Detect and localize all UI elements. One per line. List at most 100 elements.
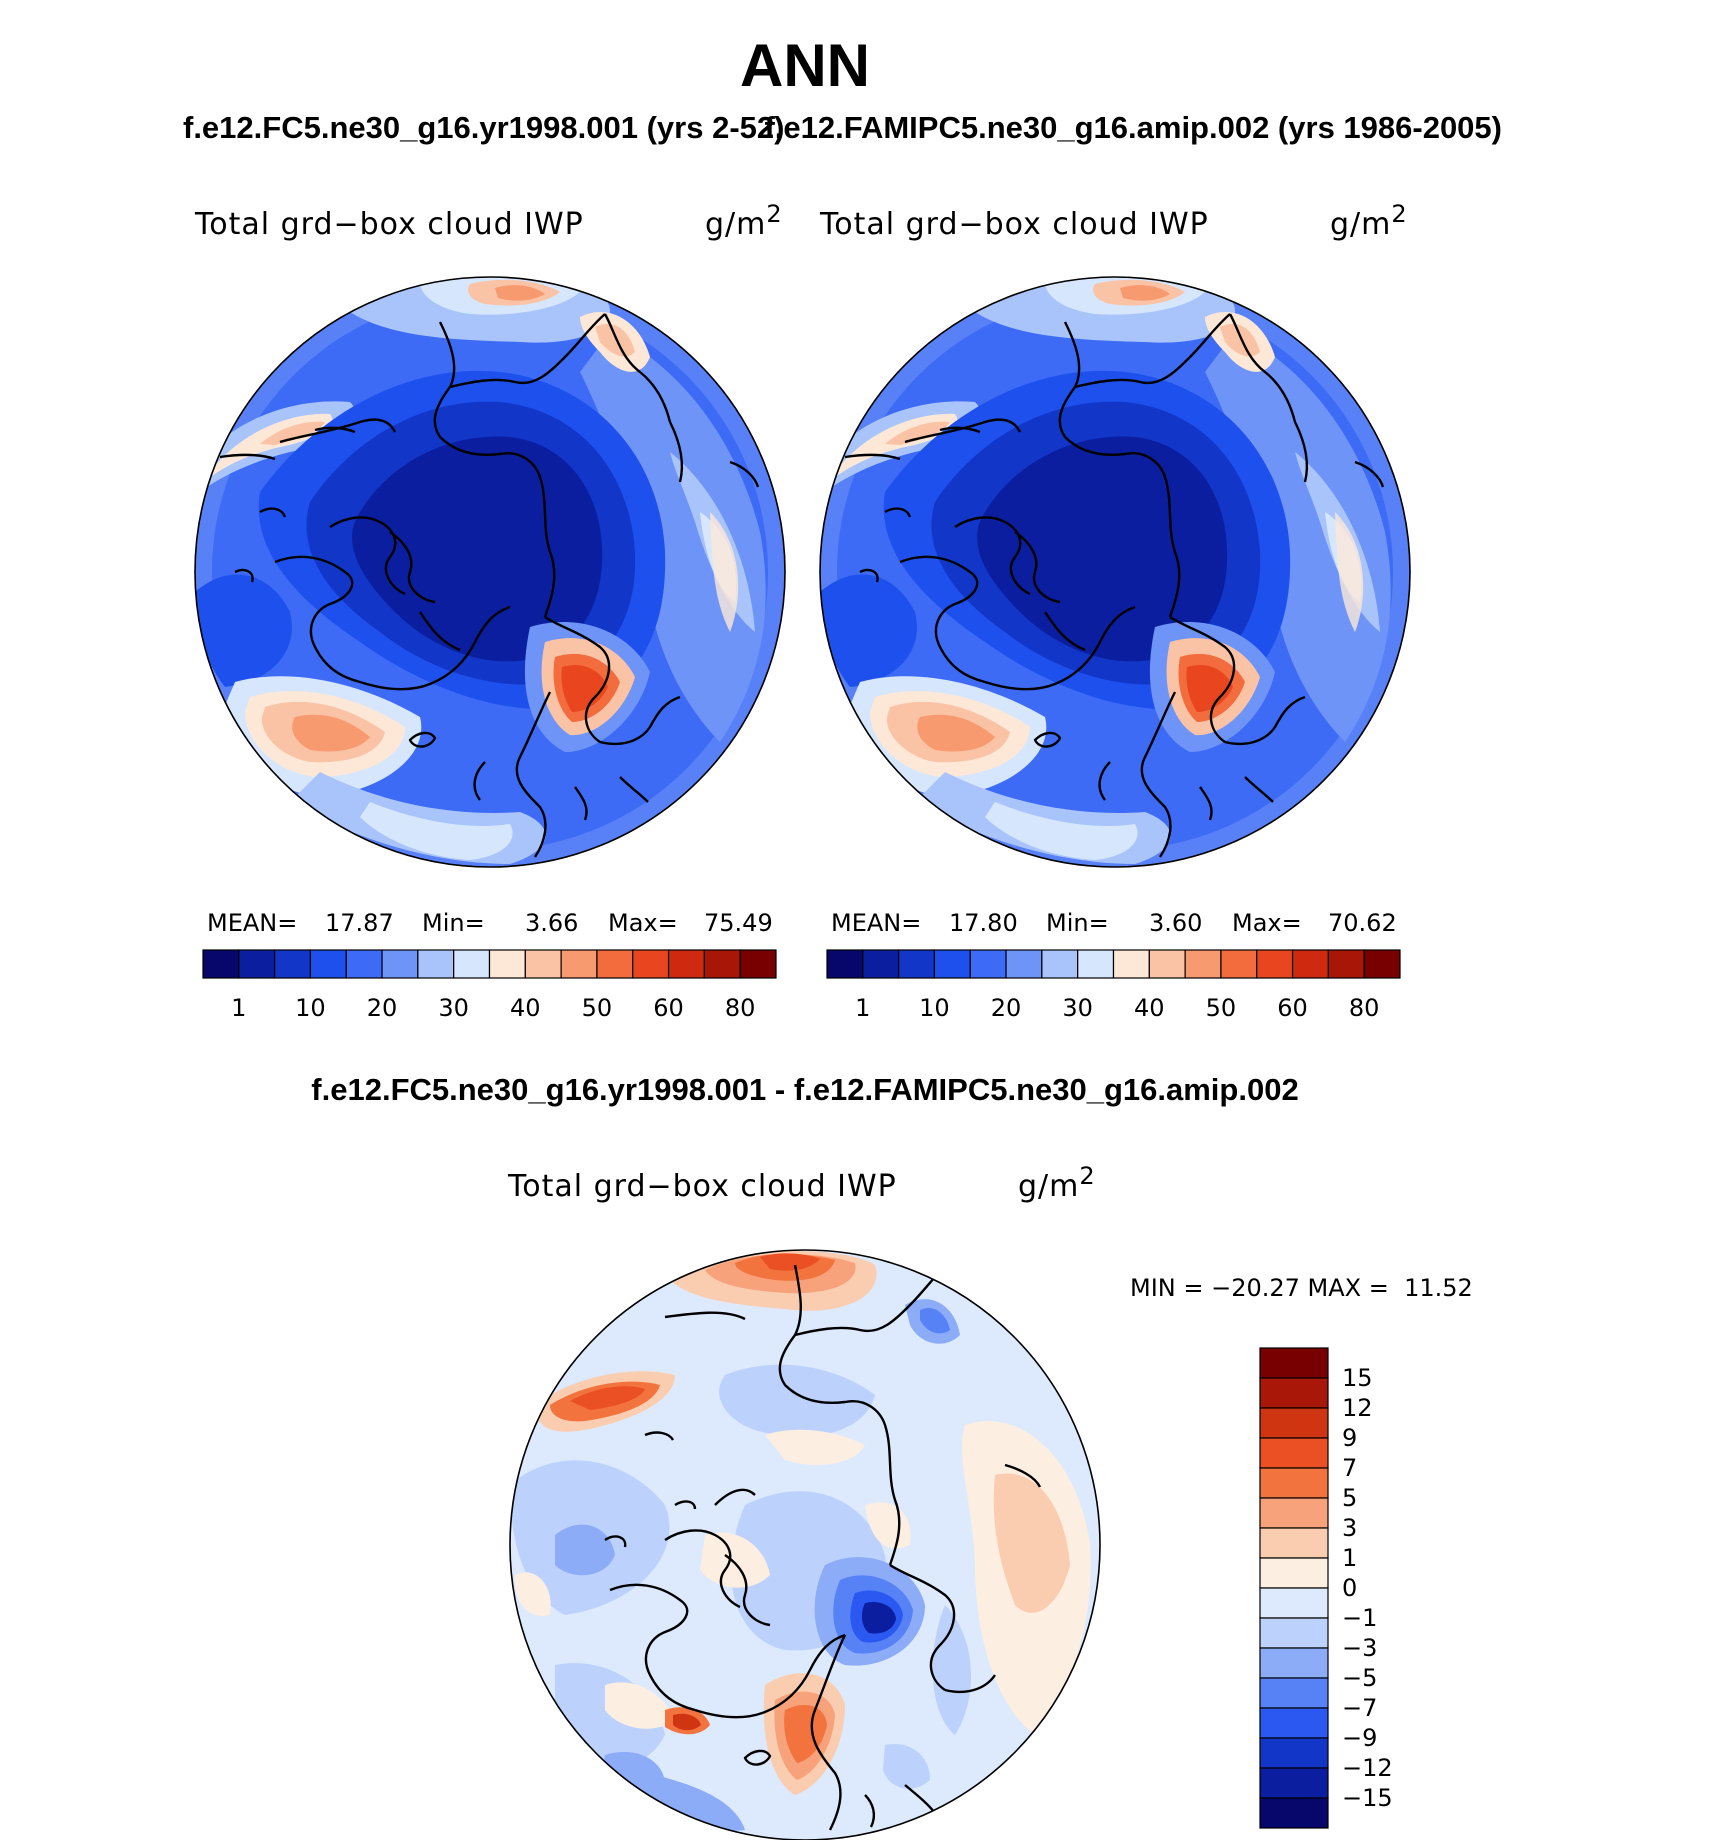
diff-colorbar-swatch-12 bbox=[1259, 1707, 1329, 1739]
main-title: ANN bbox=[740, 32, 870, 99]
panel-a-colorbar-swatch-1 bbox=[238, 949, 276, 979]
panel-a-polar-map bbox=[194, 276, 786, 868]
panel-b-colorbar-swatch-0 bbox=[826, 949, 864, 979]
diff-colorbar-tick-label: 12 bbox=[1342, 1394, 1373, 1422]
panel-a-colorbar-swatch-12 bbox=[632, 949, 670, 979]
difference-title: f.e12.FC5.ne30_g16.yr1998.001 - f.e12.FA… bbox=[311, 1072, 1298, 1107]
panel-a-colorbar-swatch-15 bbox=[739, 949, 777, 979]
panel-a-min-value: 3.66 bbox=[525, 909, 578, 937]
diff-colorbar-tick-label: −9 bbox=[1342, 1724, 1377, 1752]
panel-a-colorbar-swatch-10 bbox=[560, 949, 598, 979]
diff-colorbar-swatch-1 bbox=[1259, 1377, 1329, 1409]
panel-a-mean-label: MEAN= bbox=[207, 909, 297, 937]
panel-a-colorbar-swatch-4 bbox=[345, 949, 383, 979]
panel-difference: Total grd−box cloud IWP g/m2 MIN = −20.2… bbox=[507, 1162, 1473, 1840]
panel-a-colorbar: 1 10 20 30 40 50 60 80 bbox=[202, 949, 777, 1022]
diff-colorbar-swatch-15 bbox=[1259, 1797, 1329, 1829]
panel-b-stats: MEAN= 17.80 Min= 3.60 Max= 70.62 bbox=[831, 909, 1397, 937]
panel-a-colorbar-tick-label: 40 bbox=[510, 994, 541, 1022]
diff-min-max: MIN = −20.27 MAX = 11.52 bbox=[1130, 1274, 1473, 1302]
panel-a-variable-label: Total grd−box cloud IWP bbox=[194, 207, 584, 242]
panel-b-colorbar-tick-label: 40 bbox=[1134, 994, 1165, 1022]
panel-b-variable-label: Total grd−box cloud IWP bbox=[819, 207, 1209, 242]
panel-a-colorbar-swatch-3 bbox=[309, 949, 347, 979]
panel-b-colorbar-swatch-1 bbox=[862, 949, 900, 979]
panel-b-mean-value: 17.80 bbox=[949, 909, 1018, 937]
panel-b-min-label: Min= bbox=[1046, 909, 1109, 937]
panel-a-colorbar-swatch-6 bbox=[417, 949, 455, 979]
panel-b-colorbar-swatch-5 bbox=[1005, 949, 1043, 979]
panel-a-units: g/m2 bbox=[705, 200, 783, 242]
panel-b-colorbar-swatch-2 bbox=[898, 949, 936, 979]
diff-colorbar-tick-label: 9 bbox=[1342, 1424, 1357, 1452]
diff-colorbar-tick-label: 15 bbox=[1342, 1364, 1373, 1392]
panel-a-max-value: 75.49 bbox=[704, 909, 773, 937]
diff-units: g/m2 bbox=[1018, 1162, 1096, 1204]
panel-b-polar-map bbox=[819, 276, 1411, 868]
diff-colorbar-tick-label: −5 bbox=[1342, 1664, 1377, 1692]
panel-b-colorbar-swatch-4 bbox=[969, 949, 1007, 979]
panel-b-colorbar-swatch-11 bbox=[1220, 949, 1258, 979]
panel-b-colorbar-swatch-13 bbox=[1291, 949, 1329, 979]
diff-colorbar-swatch-8 bbox=[1259, 1587, 1329, 1619]
panel-a-colorbar-tick-label: 20 bbox=[367, 994, 398, 1022]
panel-b-colorbar-swatch-6 bbox=[1041, 949, 1079, 979]
panel-a-colorbar-tick-label: 10 bbox=[295, 994, 326, 1022]
diff-colorbar-swatch-0 bbox=[1259, 1347, 1329, 1379]
panel-a-colorbar-swatch-2 bbox=[274, 949, 312, 979]
panel-b-colorbar-tick-label: 50 bbox=[1206, 994, 1237, 1022]
diff-colorbar-swatch-14 bbox=[1259, 1767, 1329, 1799]
panel-b-colorbar-tick-label: 80 bbox=[1349, 994, 1380, 1022]
panel-a-colorbar-swatch-14 bbox=[703, 949, 741, 979]
panel-a-mean-value: 17.87 bbox=[325, 909, 394, 937]
subtitle-model-b: f.e12.FAMIPC5.ne30_g16.amip.002 (yrs 198… bbox=[764, 110, 1502, 145]
diff-colorbar-swatch-13 bbox=[1259, 1737, 1329, 1769]
diff-colorbar-swatch-4 bbox=[1259, 1467, 1329, 1499]
panel-a-colorbar-swatch-11 bbox=[596, 949, 634, 979]
subtitle-model-a: f.e12.FC5.ne30_g16.yr1998.001 (yrs 2-52) bbox=[183, 110, 784, 145]
panel-b-colorbar-tick-label: 60 bbox=[1277, 994, 1308, 1022]
panel-model-b: Total grd−box cloud IWP g/m2 MEAN= 17.80… bbox=[819, 200, 1411, 1022]
panel-b-colorbar-tick-label: 20 bbox=[991, 994, 1022, 1022]
diff-colorbar-tick-label: −7 bbox=[1342, 1694, 1377, 1722]
panel-a-colorbar-swatch-5 bbox=[381, 949, 419, 979]
panel-b-mean-label: MEAN= bbox=[831, 909, 921, 937]
panel-a-colorbar-swatch-0 bbox=[202, 949, 240, 979]
diff-colorbar-tick-label: −15 bbox=[1342, 1784, 1393, 1812]
panel-b-colorbar-swatch-8 bbox=[1112, 949, 1150, 979]
diff-colorbar-tick-label: 3 bbox=[1342, 1514, 1357, 1542]
panel-a-colorbar-tick-label: 60 bbox=[653, 994, 684, 1022]
diff-colorbar-swatch-2 bbox=[1259, 1407, 1329, 1439]
diff-colorbar-tick-label: 0 bbox=[1342, 1574, 1357, 1602]
diff-colorbar-swatch-3 bbox=[1259, 1437, 1329, 1469]
panel-b-max-value: 70.62 bbox=[1328, 909, 1397, 937]
panel-a-max-label: Max= bbox=[608, 909, 678, 937]
panel-b-colorbar-swatch-7 bbox=[1077, 949, 1115, 979]
diff-colorbar-swatch-9 bbox=[1259, 1617, 1329, 1649]
panel-b-max-label: Max= bbox=[1232, 909, 1302, 937]
diff-colorbar-swatch-11 bbox=[1259, 1677, 1329, 1709]
panel-b-colorbar-swatch-12 bbox=[1256, 949, 1294, 979]
panel-a-colorbar-tick-label: 50 bbox=[582, 994, 613, 1022]
panel-b-min-value: 3.60 bbox=[1149, 909, 1202, 937]
panel-b-units: g/m2 bbox=[1330, 200, 1408, 242]
diff-variable-label: Total grd−box cloud IWP bbox=[507, 1169, 897, 1204]
diff-colorbar-tick-label: 5 bbox=[1342, 1484, 1357, 1512]
panel-b-colorbar-swatch-10 bbox=[1184, 949, 1222, 979]
panel-b-colorbar-swatch-14 bbox=[1327, 949, 1365, 979]
panel-b-colorbar-tick-label: 1 bbox=[855, 994, 870, 1022]
panel-b-colorbar-swatch-15 bbox=[1363, 949, 1401, 979]
panel-a-colorbar-swatch-8 bbox=[488, 949, 526, 979]
diff-colorbar-tick-label: 1 bbox=[1342, 1544, 1357, 1572]
panel-a-stats: MEAN= 17.87 Min= 3.66 Max= 75.49 bbox=[207, 909, 773, 937]
panel-b-colorbar-tick-label: 10 bbox=[919, 994, 950, 1022]
panel-b-colorbar: 1 10 20 30 40 50 60 80 bbox=[826, 949, 1401, 1022]
panel-b-colorbar-swatch-3 bbox=[933, 949, 971, 979]
diff-colorbar-tick-label: −3 bbox=[1342, 1634, 1377, 1662]
diff-colorbar-swatch-7 bbox=[1259, 1557, 1329, 1589]
diff-colorbar-tick-label: 7 bbox=[1342, 1454, 1357, 1482]
diff-colorbar-tick-label: −1 bbox=[1342, 1604, 1377, 1632]
panel-a-colorbar-tick-label: 30 bbox=[438, 994, 469, 1022]
